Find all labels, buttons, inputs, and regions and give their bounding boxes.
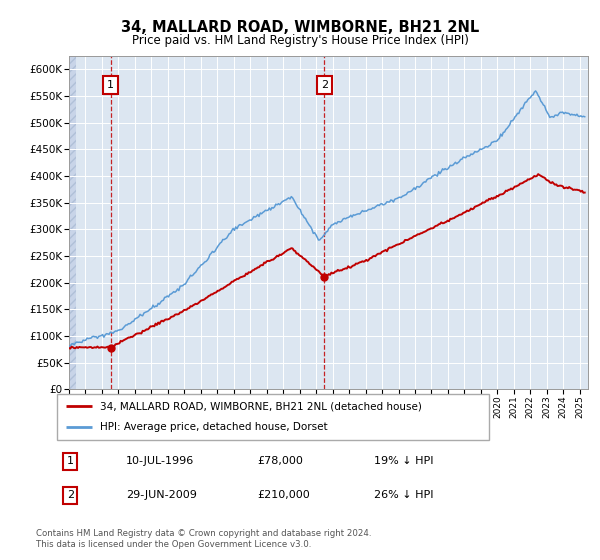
Text: Price paid vs. HM Land Registry's House Price Index (HPI): Price paid vs. HM Land Registry's House … <box>131 34 469 46</box>
Text: 34, MALLARD ROAD, WIMBORNE, BH21 2NL (detached house): 34, MALLARD ROAD, WIMBORNE, BH21 2NL (de… <box>100 401 422 411</box>
Text: 26% ↓ HPI: 26% ↓ HPI <box>374 491 433 501</box>
Bar <box>69 56 76 389</box>
Text: 19% ↓ HPI: 19% ↓ HPI <box>374 456 433 466</box>
Text: Contains HM Land Registry data © Crown copyright and database right 2024.
This d: Contains HM Land Registry data © Crown c… <box>36 529 371 549</box>
Text: 1: 1 <box>67 456 74 466</box>
Text: 2: 2 <box>320 80 328 90</box>
Text: £210,000: £210,000 <box>257 491 310 501</box>
Text: 29-JUN-2009: 29-JUN-2009 <box>125 491 197 501</box>
Text: 2: 2 <box>67 491 74 501</box>
Text: 10-JUL-1996: 10-JUL-1996 <box>125 456 194 466</box>
Text: £78,000: £78,000 <box>257 456 304 466</box>
Text: 34, MALLARD ROAD, WIMBORNE, BH21 2NL: 34, MALLARD ROAD, WIMBORNE, BH21 2NL <box>121 20 479 35</box>
Text: HPI: Average price, detached house, Dorset: HPI: Average price, detached house, Dors… <box>100 422 328 432</box>
Bar <box>69 56 76 389</box>
Text: 1: 1 <box>107 80 114 90</box>
